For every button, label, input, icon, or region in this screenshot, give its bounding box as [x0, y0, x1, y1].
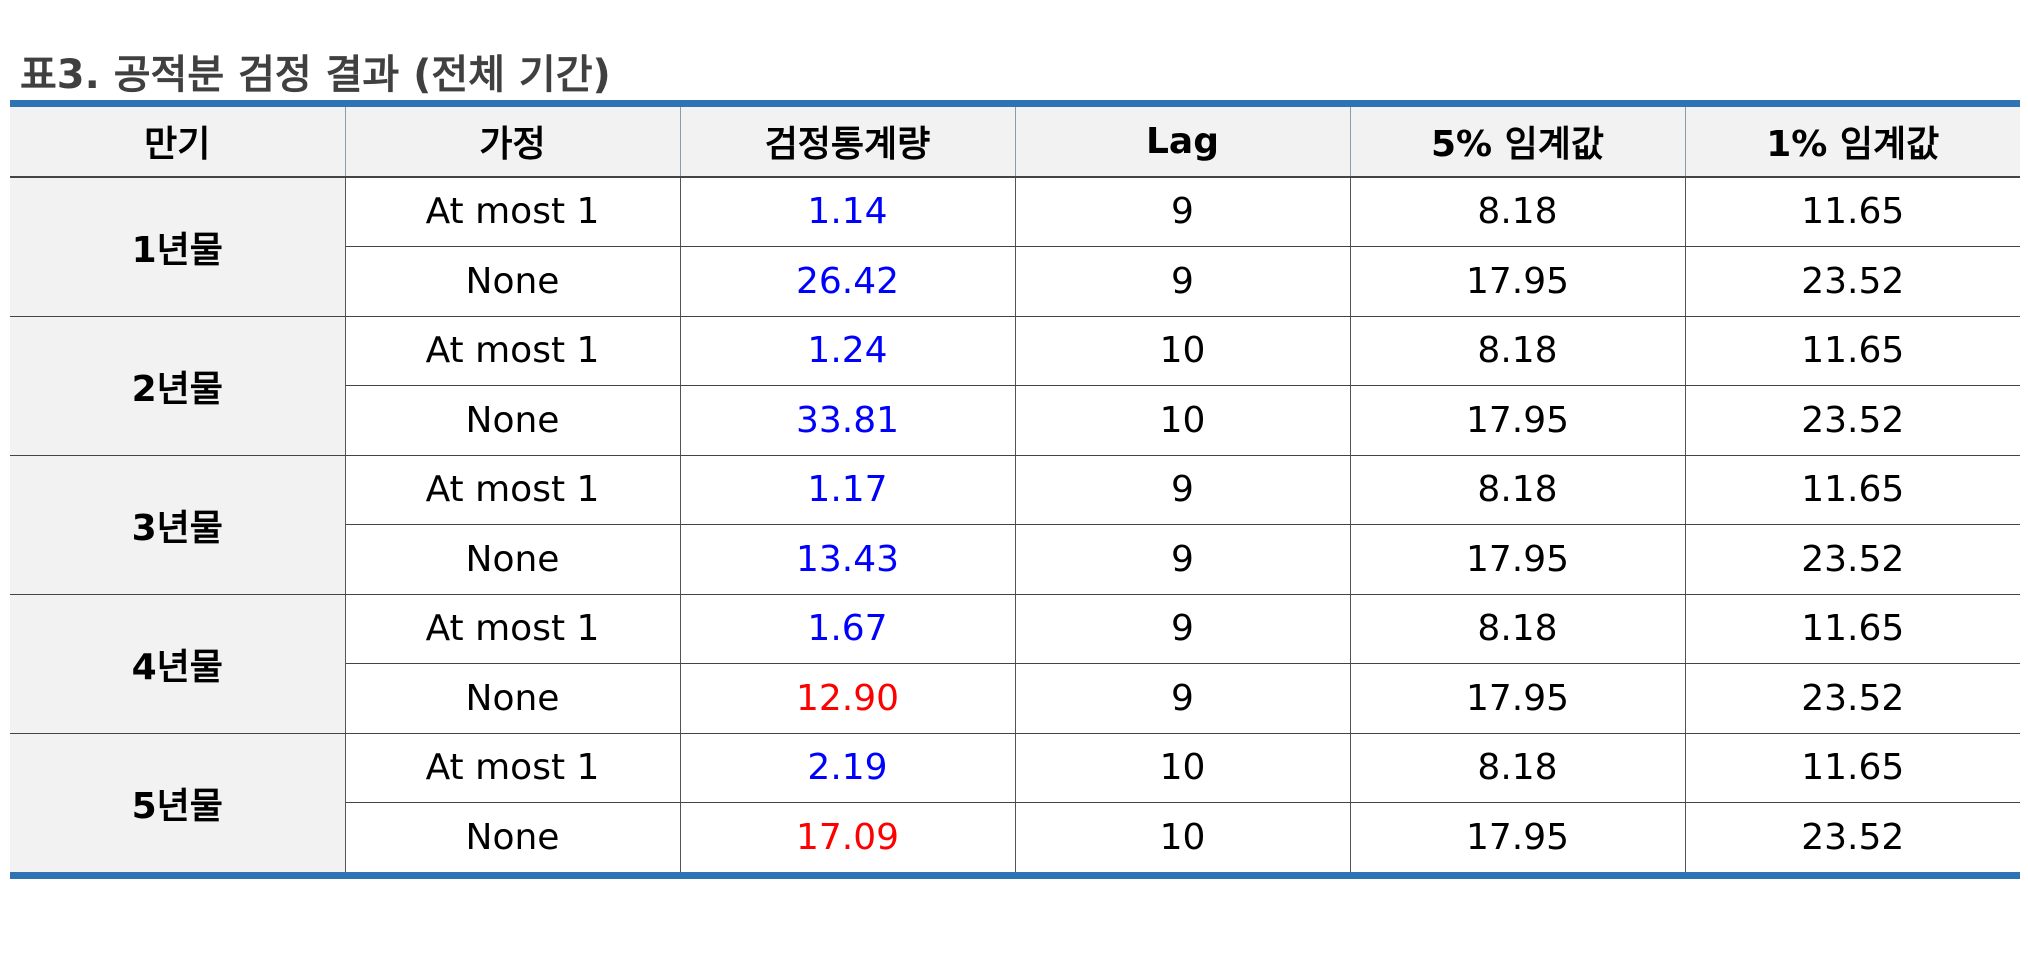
- maturity-cell: 4년물: [10, 594, 346, 734]
- hypothesis-cell: None: [345, 802, 681, 875]
- header-critical-value-1pct: 1% 임계값: [1684, 103, 2020, 178]
- table-row: 2년물 At most 1 1.24 10 8.18 11.65: [10, 316, 2020, 456]
- header-critical-value-5pct: 5% 임계값: [1349, 103, 1686, 178]
- table-row: None 13.43 9 17.95 23.52: [10, 524, 2020, 595]
- hypothesis-cell: At most 1: [344, 316, 681, 386]
- hypothesis-cell: At most 1: [344, 176, 681, 247]
- maturity-cell: 2년물: [10, 316, 346, 456]
- critical-value-1pct-cell: 23.52: [1684, 663, 2020, 734]
- table-row: 1년물 At most 1 1.14 9 8.18 11.65: [10, 176, 2020, 317]
- lag-cell: 10: [1014, 802, 1351, 875]
- critical-value-1pct-cell: 23.52: [1684, 246, 2020, 317]
- critical-value-5pct-cell: 8.18: [1349, 733, 1686, 803]
- critical-value-5pct-cell: 17.95: [1349, 246, 1686, 317]
- test-statistic-cell: 17.09: [679, 802, 1016, 875]
- critical-value-5pct-cell: 8.18: [1349, 594, 1686, 664]
- test-statistic-cell: 26.42: [679, 246, 1016, 317]
- critical-value-1pct-cell: 23.52: [1684, 802, 2020, 875]
- hypothesis-cell: None: [345, 663, 681, 734]
- critical-value-1pct-cell: 23.52: [1684, 524, 2020, 595]
- lag-cell: 10: [1014, 316, 1351, 386]
- maturity-cell: 1년물: [10, 176, 346, 317]
- lag-cell: 10: [1014, 385, 1351, 456]
- table-row: None 12.90 9 17.95 23.52: [10, 663, 2020, 734]
- cointegration-table-container: 만기 가정 검정통계량 Lag 5% 임계값 1% 임계값 1년물 At most…: [10, 100, 2020, 879]
- lag-cell: 10: [1014, 733, 1351, 803]
- maturity-cell: 5년물: [10, 733, 346, 876]
- header-row: 만기 가정 검정통계량 Lag 5% 임계값 1% 임계값: [10, 103, 2020, 178]
- test-statistic-cell: 1.67: [679, 594, 1016, 664]
- hypothesis-cell: At most 1: [344, 733, 681, 803]
- table-body: 1년물 At most 1 1.14 9 8.18 11.65 None 26.42 9 17.9…: [10, 176, 2020, 876]
- table-row: 3년물 At most 1 1.17 9 8.18 11.65: [10, 455, 2020, 595]
- table-row: 5년물 At most 1 2.19 10 8.18 11.65: [10, 733, 2020, 876]
- lag-cell: 9: [1014, 246, 1351, 317]
- table-row: None 17.09 10 17.95 23.52: [10, 802, 2020, 875]
- critical-value-1pct-cell: 11.65: [1684, 594, 2020, 664]
- hypothesis-cell: At most 1: [344, 455, 681, 525]
- critical-value-5pct-cell: 17.95: [1349, 385, 1686, 456]
- critical-value-1pct-cell: 23.52: [1684, 385, 2020, 456]
- test-statistic-cell: 1.14: [679, 176, 1016, 247]
- header-maturity: 만기: [10, 103, 346, 178]
- critical-value-5pct-cell: 17.95: [1349, 663, 1686, 734]
- table-title: 표3. 공적분 검정 결과 (전체 기간): [20, 52, 611, 98]
- table-row: 4년물 At most 1 1.67 9 8.18 11.65: [10, 594, 2020, 734]
- hypothesis-cell: None: [345, 524, 681, 595]
- header-test-statistic: 검정통계량: [679, 103, 1016, 178]
- lag-cell: 9: [1014, 524, 1351, 595]
- critical-value-5pct-cell: 17.95: [1349, 524, 1686, 595]
- hypothesis-cell: None: [345, 385, 681, 456]
- critical-value-5pct-cell: 8.18: [1349, 316, 1686, 386]
- test-statistic-cell: 33.81: [679, 385, 1016, 456]
- maturity-cell: 3년물: [10, 455, 346, 595]
- test-statistic-cell: 1.24: [679, 316, 1016, 386]
- test-statistic-cell: 13.43: [679, 524, 1016, 595]
- lag-cell: 9: [1014, 663, 1351, 734]
- critical-value-5pct-cell: 8.18: [1349, 455, 1686, 525]
- cointegration-test-table: 만기 가정 검정통계량 Lag 5% 임계값 1% 임계값 1년물 At most…: [10, 100, 2020, 879]
- critical-value-5pct-cell: 8.18: [1349, 176, 1686, 247]
- table-row: None 33.81 10 17.95 23.52: [10, 385, 2020, 456]
- lag-cell: 9: [1014, 455, 1351, 525]
- table-row: None 26.42 9 17.95 23.52: [10, 246, 2020, 317]
- header-lag: Lag: [1014, 103, 1351, 178]
- lag-cell: 9: [1014, 594, 1351, 664]
- lag-cell: 9: [1014, 176, 1351, 247]
- critical-value-1pct-cell: 11.65: [1684, 733, 2020, 803]
- critical-value-5pct-cell: 17.95: [1349, 802, 1686, 875]
- hypothesis-cell: None: [345, 246, 681, 317]
- hypothesis-cell: At most 1: [344, 594, 681, 664]
- test-statistic-cell: 2.19: [679, 733, 1016, 803]
- critical-value-1pct-cell: 11.65: [1684, 316, 2020, 386]
- test-statistic-cell: 1.17: [679, 455, 1016, 525]
- critical-value-1pct-cell: 11.65: [1684, 176, 2020, 247]
- critical-value-1pct-cell: 11.65: [1684, 455, 2020, 525]
- header-hypothesis: 가정: [344, 103, 681, 178]
- test-statistic-cell: 12.90: [679, 663, 1016, 734]
